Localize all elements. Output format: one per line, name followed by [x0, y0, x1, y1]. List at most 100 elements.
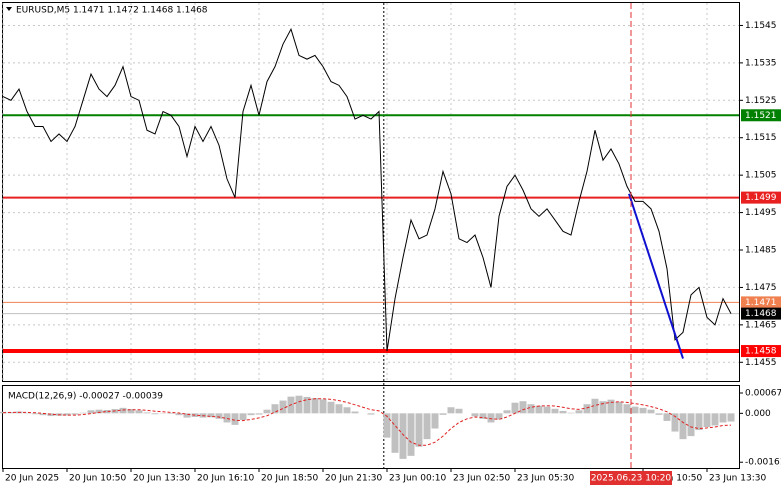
- macd-bar: [383, 413, 391, 438]
- macd-bar: [231, 413, 239, 425]
- macd-bar: [119, 407, 127, 414]
- level-tag-label: 1.1499: [745, 193, 777, 203]
- macd-bar: [447, 407, 455, 414]
- macd-bar: [335, 404, 343, 414]
- macd-bar: [687, 413, 695, 437]
- macd-bar: [255, 413, 263, 415]
- macd-bar: [719, 413, 727, 423]
- macd-bar: [647, 409, 655, 414]
- macd-bar: [599, 401, 607, 414]
- macd-bar: [495, 413, 503, 420]
- macd-bar: [71, 413, 79, 415]
- x-tick-label: 20 Jun 16:10: [197, 474, 254, 484]
- macd-bar: [655, 413, 663, 415]
- macd-bar: [311, 398, 319, 414]
- macd-bar: [591, 398, 599, 414]
- macd-bar: [583, 404, 591, 414]
- macd-panel-frame: [2, 385, 740, 469]
- macd-bar: [423, 413, 431, 440]
- symbol-menu-icon[interactable]: [6, 7, 12, 11]
- macd-bar: [479, 413, 487, 419]
- level-tag-label: 1.1468: [745, 309, 777, 319]
- macd-bar: [663, 413, 671, 421]
- main-panel-frame: [2, 2, 740, 382]
- y-tick-label: 1.1495: [745, 208, 777, 218]
- level-tag: [741, 191, 781, 204]
- macd-title: MACD(12,26,9) -0.00027 -0.00039: [8, 392, 163, 402]
- macd-bar: [207, 413, 215, 418]
- macd-bar: [263, 409, 271, 414]
- price-line: [2, 27, 732, 352]
- macd-bar: [623, 404, 631, 414]
- level-tag: [741, 109, 781, 122]
- macd-bar: [31, 413, 39, 415]
- macd-bar: [135, 410, 143, 414]
- level-tag-label: 1.1521: [745, 111, 777, 121]
- macd-bar: [455, 408, 463, 414]
- macd-bar: [695, 413, 703, 431]
- y-tick-label: 1.1505: [745, 171, 777, 181]
- macd-bar: [527, 404, 535, 414]
- signal-line: [2, 398, 732, 446]
- macd-bar: [103, 409, 111, 414]
- macd-bar: [711, 413, 719, 426]
- macd-bar: [679, 413, 687, 440]
- macd-bar: [183, 413, 191, 418]
- macd-bar: [239, 413, 247, 421]
- macd-bar: [511, 402, 519, 414]
- macd-bar: [399, 413, 407, 459]
- y-tick-label: 1.1475: [745, 283, 777, 293]
- symbol-title: EURUSD,M5 1.1471 1.1472 1.1468 1.1468: [16, 6, 208, 16]
- y-tick-label: 1.1485: [745, 246, 777, 256]
- crosshair-label: 2025.06.23 10:20: [591, 474, 672, 484]
- macd-bar: [471, 413, 479, 417]
- macd-bar: [39, 413, 47, 416]
- macd-bar: [671, 413, 679, 432]
- y-tick-label: 1.1525: [745, 96, 777, 106]
- macd-bar: [271, 404, 279, 414]
- macd-bar: [79, 412, 87, 414]
- macd-bar: [175, 413, 183, 416]
- macd-bar: [567, 412, 575, 414]
- x-tick-label: 20 Jun 18:50: [261, 474, 318, 484]
- macd-bar: [559, 410, 567, 414]
- y-tick-label: 1.1545: [745, 21, 777, 31]
- macd-bar: [615, 401, 623, 414]
- macd-bar: [279, 400, 287, 414]
- macd-bar: [319, 399, 327, 414]
- level-tag: [741, 307, 781, 320]
- x-tick-label: 23 Jun 10:50: [645, 474, 702, 484]
- macd-bar: [351, 411, 359, 414]
- x-tick-label: 20 Jun 2025: [5, 474, 59, 484]
- macd-bar: [327, 401, 335, 414]
- macd-bar: [551, 408, 559, 414]
- x-tick-label: 23 Jun 00:10: [389, 474, 446, 484]
- macd-bar: [87, 410, 95, 414]
- macd-bar: [143, 412, 151, 414]
- macd-bar: [127, 409, 135, 414]
- y-tick-label: 1.1455: [745, 358, 777, 368]
- macd-bar: [631, 406, 639, 414]
- macd-bar: [63, 413, 71, 416]
- macd-bar: [727, 413, 735, 422]
- macd-bar: [415, 413, 423, 447]
- macd-bar: [519, 401, 527, 414]
- level-tag: [741, 296, 781, 309]
- macd-bar: [223, 413, 231, 423]
- macd-bar: [367, 413, 375, 415]
- macd-bar: [639, 407, 647, 414]
- macd-bar: [343, 407, 351, 414]
- macd-bar: [503, 410, 511, 414]
- macd-bar: [431, 413, 439, 429]
- y-tick-label: 1.1535: [745, 58, 777, 68]
- macd-bar: [487, 413, 495, 423]
- macd-bar: [215, 413, 223, 419]
- y-tick-label: 1.1465: [745, 320, 777, 330]
- level-tag: [741, 345, 781, 358]
- macd-bar: [391, 413, 399, 453]
- x-tick-label: 23 Jun 05:30: [517, 474, 574, 484]
- macd-bar: [167, 413, 175, 414]
- y-tick-label: 0.000: [745, 409, 771, 419]
